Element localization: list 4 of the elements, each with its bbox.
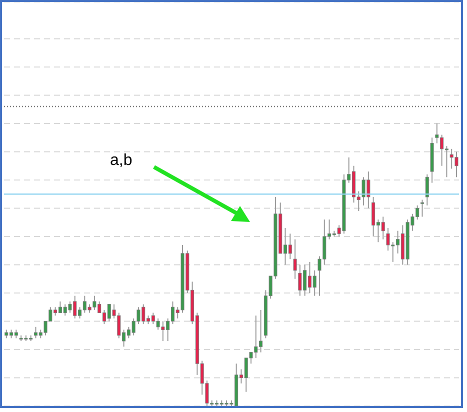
annotation: a,b	[110, 152, 132, 170]
candlestick	[420, 199, 424, 218]
candlestick	[293, 238, 297, 280]
candlestick	[425, 174, 429, 206]
